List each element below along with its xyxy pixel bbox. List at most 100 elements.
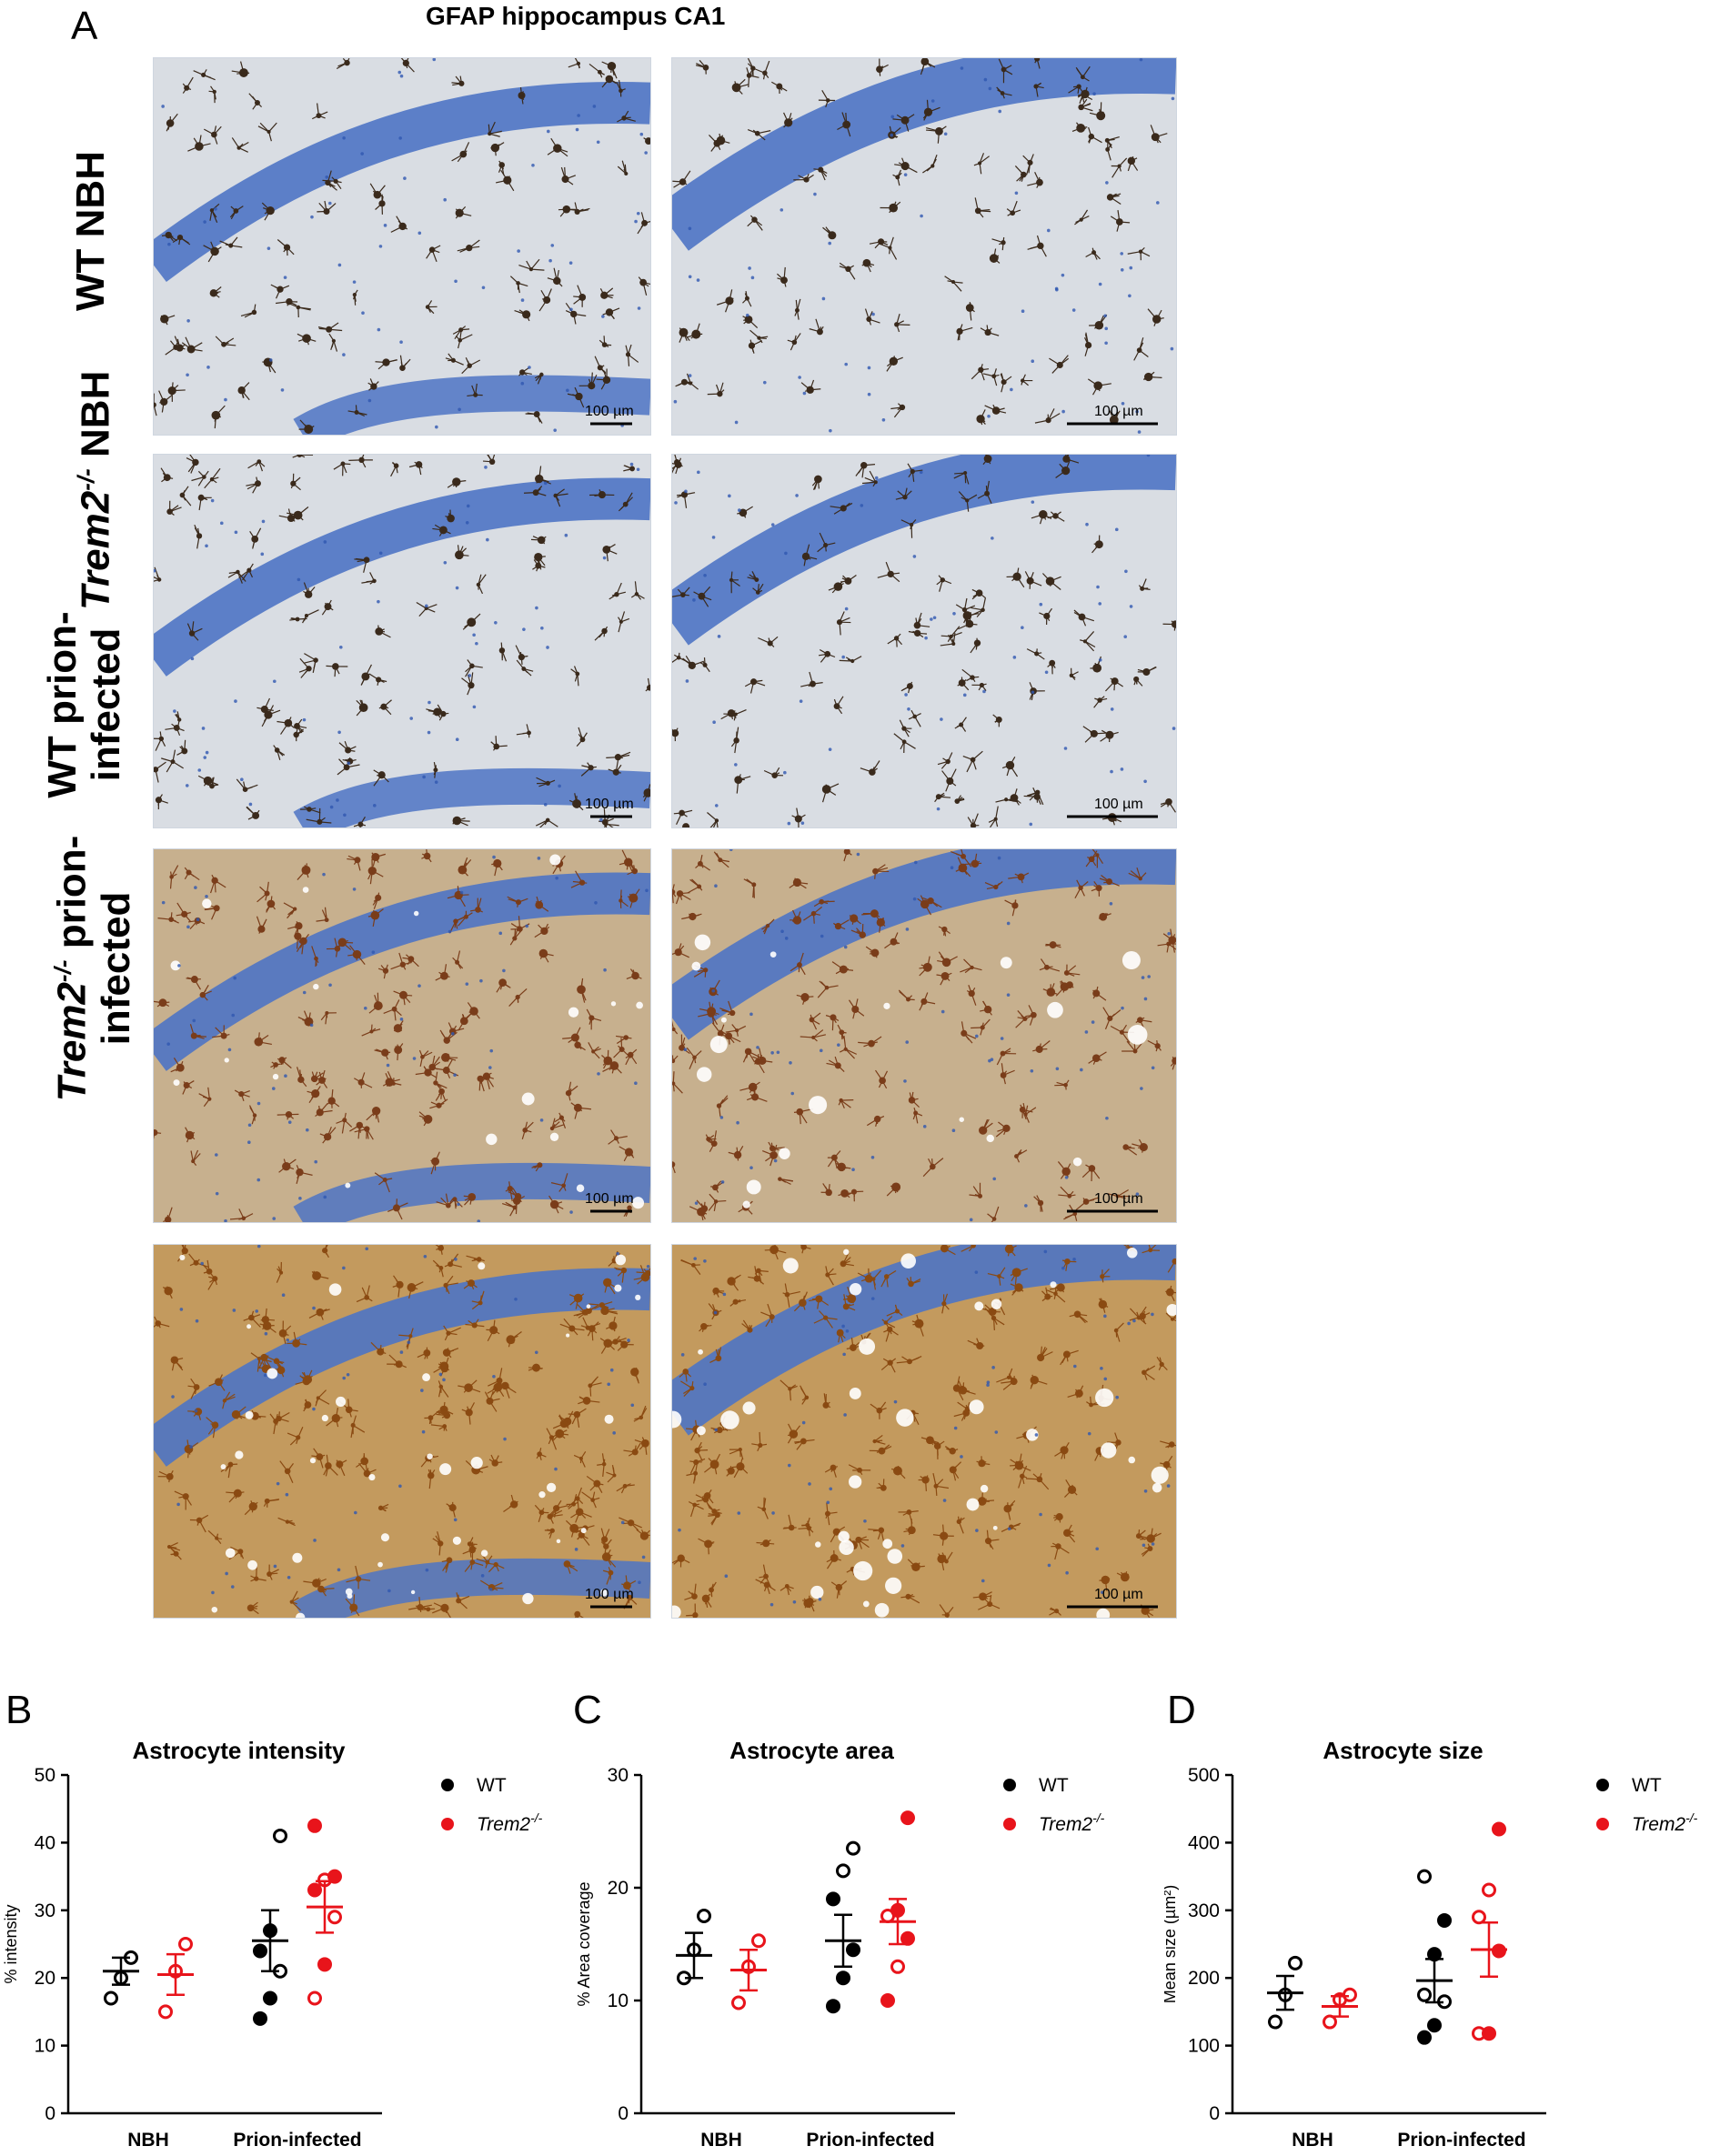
legend-marker [1003, 1818, 1016, 1830]
y-tick-label: 400 [1188, 1832, 1220, 1853]
x-category-label: Prion-infected [1397, 2130, 1525, 2151]
data-point [329, 1911, 341, 1923]
y-tick-label: 0 [618, 2103, 629, 2124]
data-point [1324, 2016, 1336, 2028]
data-point [848, 1842, 860, 1854]
x-category-label: Prion-infected [806, 2130, 934, 2151]
row-label-gene: Trem2 [50, 982, 95, 1101]
scale-bar-label: 100 µm [1094, 1191, 1143, 1208]
figure-title: GFAP hippocampus CA1 [426, 2, 725, 31]
data-point [309, 1884, 321, 1896]
scale-bar-label: 100 µm [585, 1587, 634, 1603]
legend-marker [1596, 1818, 1609, 1830]
legend-marker [1596, 1779, 1609, 1791]
y-axis-label: % intensity [2, 1904, 20, 1983]
y-tick-label: 0 [1209, 2103, 1220, 2124]
data-point [1484, 2028, 1495, 2040]
y-tick-label: 0 [45, 2103, 55, 2124]
y-tick-label: 40 [35, 1832, 55, 1853]
legend-label: WT [1632, 1775, 1662, 1796]
legend-label: Trem2-/- [1039, 1810, 1105, 1835]
micrograph-image: 100 µm [153, 57, 651, 436]
data-point [753, 1935, 765, 1947]
data-point [1419, 2031, 1431, 2043]
row-label-text: NBH [73, 371, 117, 469]
data-point [1484, 1884, 1495, 1896]
y-tick-label: 20 [608, 1878, 629, 1899]
data-point [265, 1992, 277, 2004]
row-label-wt-prion: WT prion- infected [41, 577, 141, 832]
y-tick-label: 500 [1188, 1765, 1220, 1786]
chart-title: Astrocyte intensity [132, 1737, 346, 1764]
data-point [1474, 1911, 1485, 1923]
micrograph-image: 100 µm [153, 454, 651, 828]
data-point [848, 1944, 860, 1956]
row-label-line2: infected [85, 577, 128, 832]
row-label-trem2-prion: Trem2-/- prion- infected [41, 814, 141, 1123]
data-point [180, 1939, 192, 1950]
row-label-line1: prion- [50, 836, 95, 960]
data-point [902, 1932, 914, 1944]
y-tick-label: 200 [1188, 1968, 1220, 1989]
data-point [1439, 1914, 1451, 1926]
row-label-line1: WT prion- [41, 577, 85, 832]
x-category-label: NBH [127, 2130, 169, 2151]
data-point [1494, 1823, 1505, 1835]
micrograph-image: 100 µm [671, 454, 1177, 828]
y-tick-label: 300 [1188, 1900, 1220, 1921]
data-point [838, 1865, 850, 1877]
data-point [319, 1959, 331, 1970]
data-point [828, 1893, 840, 1905]
scale-bar-label: 100 µm [1094, 797, 1143, 813]
x-category-label: NBH [1292, 2130, 1333, 2151]
legend-label: Trem2-/- [477, 1810, 543, 1835]
panel-letter-a: A [71, 4, 97, 49]
y-tick-label: 10 [608, 1991, 629, 2011]
micrograph-image: 100 µm [671, 1244, 1177, 1619]
panel-letter-c: C [573, 1688, 602, 1733]
data-point [838, 1972, 850, 1984]
x-category-label: NBH [700, 2130, 742, 2151]
data-point [1290, 1957, 1302, 1969]
micrograph-image: 100 µm [671, 848, 1177, 1223]
legend-label: Trem2-/- [1632, 1810, 1698, 1835]
legend-marker [1003, 1779, 1016, 1791]
y-tick-label: 10 [35, 2036, 55, 2057]
data-point [1344, 1989, 1356, 2001]
row-label-superscript: -/- [73, 468, 100, 491]
data-point [828, 2001, 840, 2012]
data-point [309, 1820, 321, 1831]
y-tick-label: 30 [608, 1765, 629, 1786]
panel-letter-d: D [1167, 1688, 1196, 1733]
data-point [160, 2006, 172, 2018]
data-point [1270, 2016, 1282, 2028]
scale-bar-label: 100 µm [1094, 1587, 1143, 1603]
legend-label: WT [1039, 1775, 1069, 1796]
y-axis-label: Mean size (µm²) [1164, 1885, 1179, 2003]
data-point [1429, 2020, 1441, 2031]
chart-title: Astrocyte area [729, 1737, 894, 1764]
micrograph-image: 100 µm [671, 57, 1177, 436]
micrograph-image: 100 µm [153, 848, 651, 1223]
legend-marker [441, 1779, 454, 1791]
data-point [733, 1997, 745, 2009]
row-label-text: WT NBH [68, 151, 113, 311]
scale-bar-label: 100 µm [585, 404, 634, 420]
data-point [1419, 1989, 1431, 2001]
row-label-superscript: -/- [49, 960, 76, 983]
scale-bar-label: 100 µm [585, 797, 634, 813]
row-label-wt-nbh: WT NBH [69, 113, 113, 349]
y-tick-label: 20 [35, 1968, 55, 1989]
row-label-line2: infected [95, 814, 138, 1123]
chart-title: Astrocyte size [1323, 1737, 1483, 1764]
data-point [275, 1830, 287, 1841]
data-point [902, 1812, 914, 1824]
data-point [106, 1992, 117, 2004]
data-point [255, 1945, 267, 1957]
y-tick-label: 50 [35, 1765, 55, 1786]
data-point [892, 1960, 904, 1972]
legend-label: WT [477, 1775, 507, 1796]
